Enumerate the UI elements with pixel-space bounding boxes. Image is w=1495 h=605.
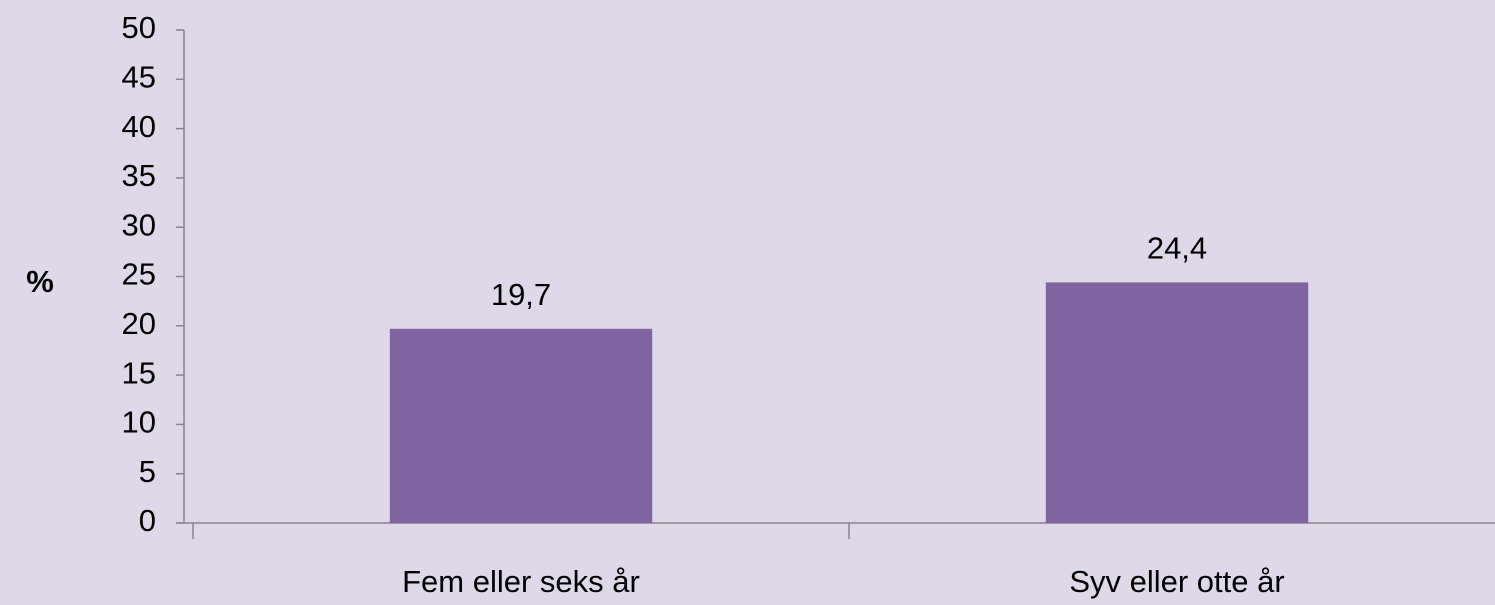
y-tick-label: 5 [139, 454, 156, 489]
y-tick-label: 20 [122, 306, 156, 341]
y-tick-label: 10 [122, 405, 156, 440]
y-tick-label: 35 [122, 158, 156, 193]
bar [1045, 282, 1309, 523]
y-tick-label: 40 [122, 109, 156, 144]
y-tick-label: 0 [139, 503, 156, 538]
y-axis-label: % [26, 264, 54, 299]
y-tick-label: 25 [122, 257, 156, 292]
x-tick-label: Syv eller otte år [1069, 564, 1284, 599]
bar [389, 328, 653, 523]
value-label: 19,7 [491, 277, 551, 312]
y-tick-label: 50 [122, 10, 156, 45]
value-label: 24,4 [1147, 231, 1207, 266]
x-tick-label: Fem eller seks år [402, 564, 640, 599]
y-tick-label: 30 [122, 207, 156, 242]
y-tick-label: 15 [122, 355, 156, 390]
y-tick-label: 45 [122, 59, 156, 94]
